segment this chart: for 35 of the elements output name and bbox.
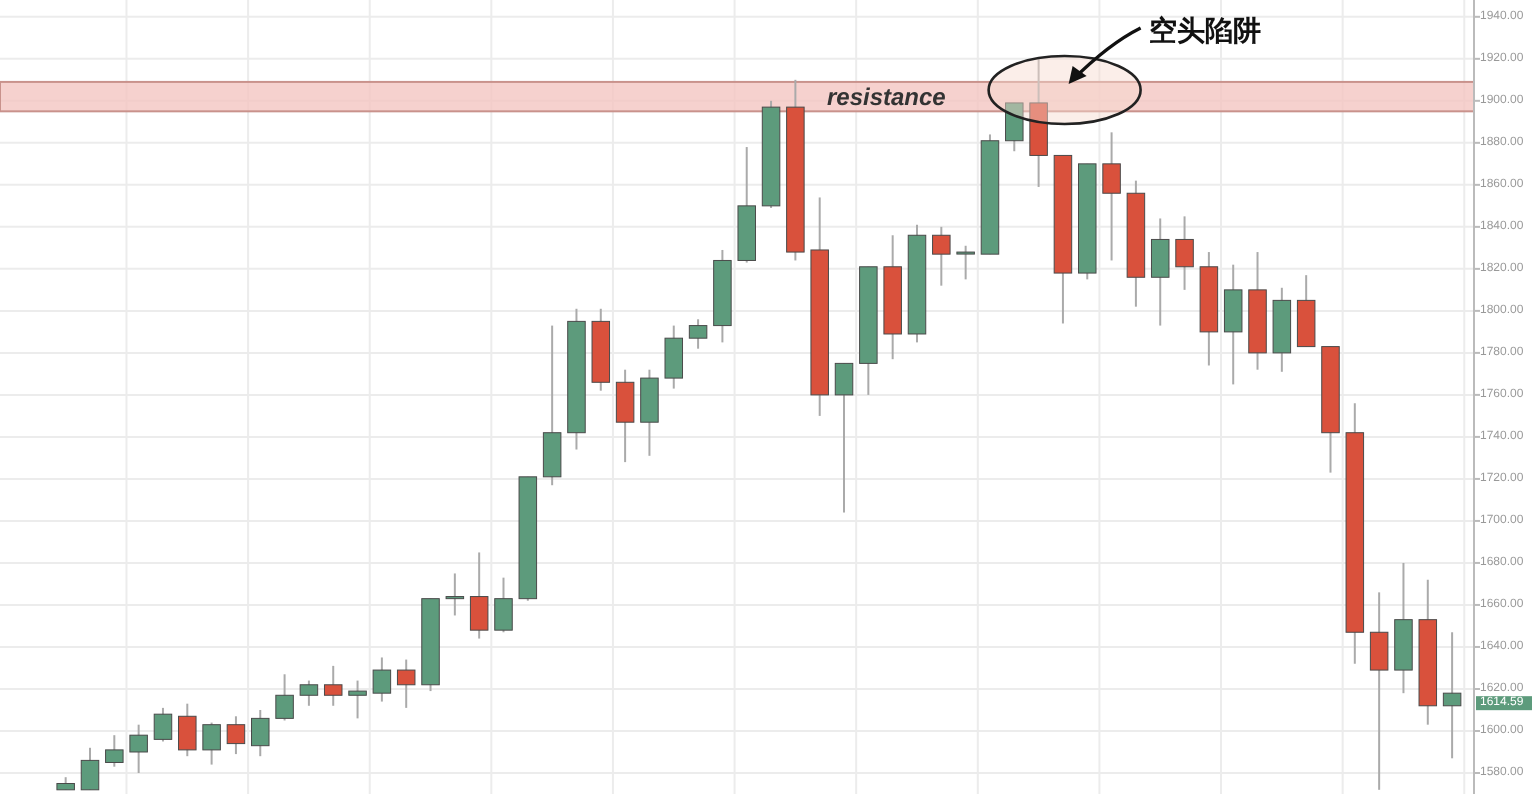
band-label: resistance [827, 82, 947, 111]
candlestick [202, 721, 221, 766]
candlestick [1442, 631, 1462, 760]
candlestick [251, 708, 270, 758]
candlestick [1223, 263, 1243, 386]
candlestick [372, 656, 392, 703]
candlestick [1175, 215, 1194, 291]
candlestick [1005, 101, 1024, 153]
candlestick [640, 368, 659, 457]
candlestick [1296, 274, 1316, 348]
candlestick [1102, 131, 1121, 262]
candlestick [153, 706, 173, 743]
candlestick [494, 576, 513, 634]
candlestick [664, 324, 684, 390]
candlestick [323, 664, 343, 707]
candlestick [299, 679, 319, 707]
annotation: 空头陷阱 [1148, 14, 1261, 46]
candlestick [688, 318, 708, 350]
candlestick [956, 244, 975, 281]
candlestick [445, 572, 465, 617]
candlestick [396, 658, 416, 709]
candlestick [129, 723, 148, 774]
candlestick [80, 746, 100, 791]
candlestick [178, 702, 197, 758]
candlestick [226, 715, 246, 756]
candlestick [542, 324, 562, 487]
candlestick [615, 368, 635, 464]
candlestick [1369, 591, 1389, 791]
candlestick [932, 225, 951, 287]
candlestick [105, 734, 124, 768]
candlestick [275, 673, 294, 722]
candlestick [1150, 217, 1170, 327]
candlestick [469, 551, 489, 640]
candlestick [348, 679, 367, 720]
candlestick [834, 362, 854, 514]
